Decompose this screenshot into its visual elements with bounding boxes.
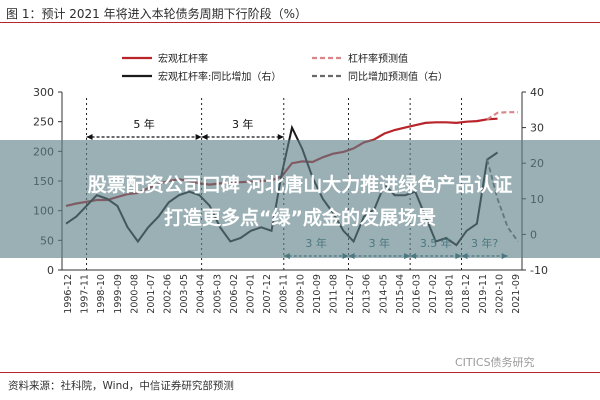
x-tick-label: 2005-03 (212, 274, 223, 314)
cycle-arrow-top-head-left (86, 134, 93, 140)
x-tick-label: 2006-02 (229, 274, 240, 314)
left-tick-label: 250 (33, 116, 54, 129)
x-tick-label: 2018-12 (461, 274, 472, 314)
right-tick-label: 40 (530, 86, 544, 99)
x-tick-label: 2007-01 (246, 274, 257, 314)
x-tick-label: 2019-11 (478, 274, 489, 314)
x-tick-label: 2017-02 (428, 274, 439, 314)
x-tick-label: 2001-07 (146, 274, 157, 314)
x-tick-label: 2014-05 (378, 274, 389, 314)
x-tick-label: 1997-11 (80, 274, 91, 314)
x-tick-label: 2013-06 (362, 274, 373, 314)
source-note: 资料来源：社科院，Wind，中信证券研究部预测 (8, 380, 234, 392)
legend-entry: 宏观杠杆率 (158, 52, 208, 65)
cycle-arrow-top-head-right (277, 134, 284, 140)
x-tick-label: 2004-04 (196, 274, 207, 314)
x-tick-label: 2020-10 (494, 274, 505, 314)
x-tick-label: 2016-03 (411, 274, 422, 314)
x-tick-label: 2008-11 (279, 274, 290, 314)
x-tick-label: 2003-05 (179, 274, 190, 314)
cycle-arrow-top-head-left (201, 134, 208, 140)
x-tick-label: 2021-09 (511, 274, 522, 314)
overlay-banner (0, 140, 600, 258)
x-tick-label: 1996-12 (63, 274, 74, 314)
banner-headline-1: 股票配资公司口碑 河北唐山大力推进绿色产品认证 (87, 174, 513, 196)
right-tick-label: 30 (530, 122, 544, 135)
watermark: CITICS债务研究 (455, 356, 535, 369)
x-tick-label: 2002-06 (163, 274, 174, 314)
x-tick-label: 2009-10 (295, 274, 306, 314)
figure-title: 图 1：预计 2021 年将进入本轮债务周期下行阶段（%） (6, 7, 308, 21)
source-rule (0, 372, 600, 373)
banner-headline-2: 打造更多点“绿”成金的发展场景 (164, 207, 436, 229)
cycle-arrow-top-head-right (195, 134, 202, 140)
title-rule (0, 22, 600, 23)
legend-entry: 杠杆率预测值 (348, 52, 408, 65)
x-tick-label: 2015-04 (395, 274, 406, 314)
legend-entry: 宏观杠杆率:同比增加（右） (158, 70, 281, 83)
left-tick-label: 0 (47, 264, 54, 277)
x-tick-label: 2018-01 (445, 274, 456, 314)
series-line-2 (486, 111, 518, 121)
legend-entry: 同比增加预测值（右） (348, 70, 448, 83)
x-tick-label: 2010-09 (312, 274, 323, 314)
left-tick-label: 300 (33, 86, 54, 99)
right-tick-label: -10 (530, 264, 548, 277)
cycle-label-top: 3 年 (232, 117, 254, 131)
x-tick-label: 1998-10 (96, 274, 107, 314)
x-tick-label: 2007-12 (262, 274, 273, 314)
x-tick-label: 2011-08 (328, 274, 339, 314)
x-tick-label: 2000-08 (129, 274, 140, 314)
cycle-label-top: 5 年 (133, 117, 155, 131)
x-tick-label: 2012-07 (345, 274, 356, 314)
x-tick-label: 1999-09 (113, 274, 124, 314)
